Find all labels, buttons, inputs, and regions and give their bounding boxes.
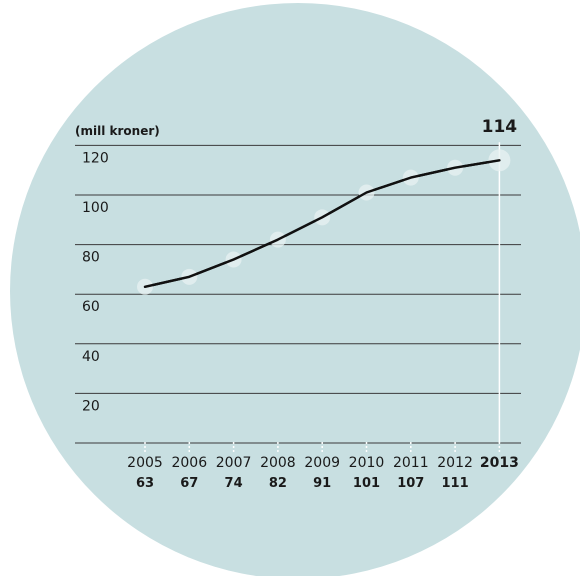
x-tick-label: 2011 [393,455,429,471]
background-circle [10,3,580,576]
x-tick-label: 2010 [349,455,385,471]
value-label: 101 [353,476,380,491]
value-label: 107 [397,476,424,491]
unit-label: (mill kroner) [75,124,160,138]
x-tick-label: 2007 [216,455,252,471]
y-tick-label: 20 [82,398,100,414]
grid-lines [75,142,521,444]
x-tick-label: 2008 [260,455,296,471]
value-label: 74 [225,476,243,491]
x-tick-label: 2012 [437,455,473,471]
y-tick-label: 80 [82,250,100,266]
value-labels: 63 67 74 82 91 101 107 111 114 [136,117,517,491]
x-tick-label: 2013 [480,455,519,471]
value-label: 63 [136,476,154,491]
x-tick-label: 2006 [171,455,207,471]
value-label: 91 [313,476,331,491]
highlight-value-label: 114 [482,117,518,137]
x-tick-label: 2009 [304,455,340,471]
value-label: 82 [269,476,287,491]
y-tick-label: 40 [82,349,100,365]
x-tick-label: 2005 [127,455,163,471]
y-tick-label: 60 [82,299,100,315]
value-label: 67 [180,476,198,491]
y-axis-ticks: 20 40 60 80 100 120 [82,150,109,414]
y-tick-label: 120 [82,150,109,166]
series-path-overlay [143,159,501,288]
y-tick-label: 100 [82,200,109,216]
value-label: 111 [442,476,469,491]
x-axis: 2005 2006 2007 2008 2009 2010 2011 2012 2013 [127,442,519,471]
